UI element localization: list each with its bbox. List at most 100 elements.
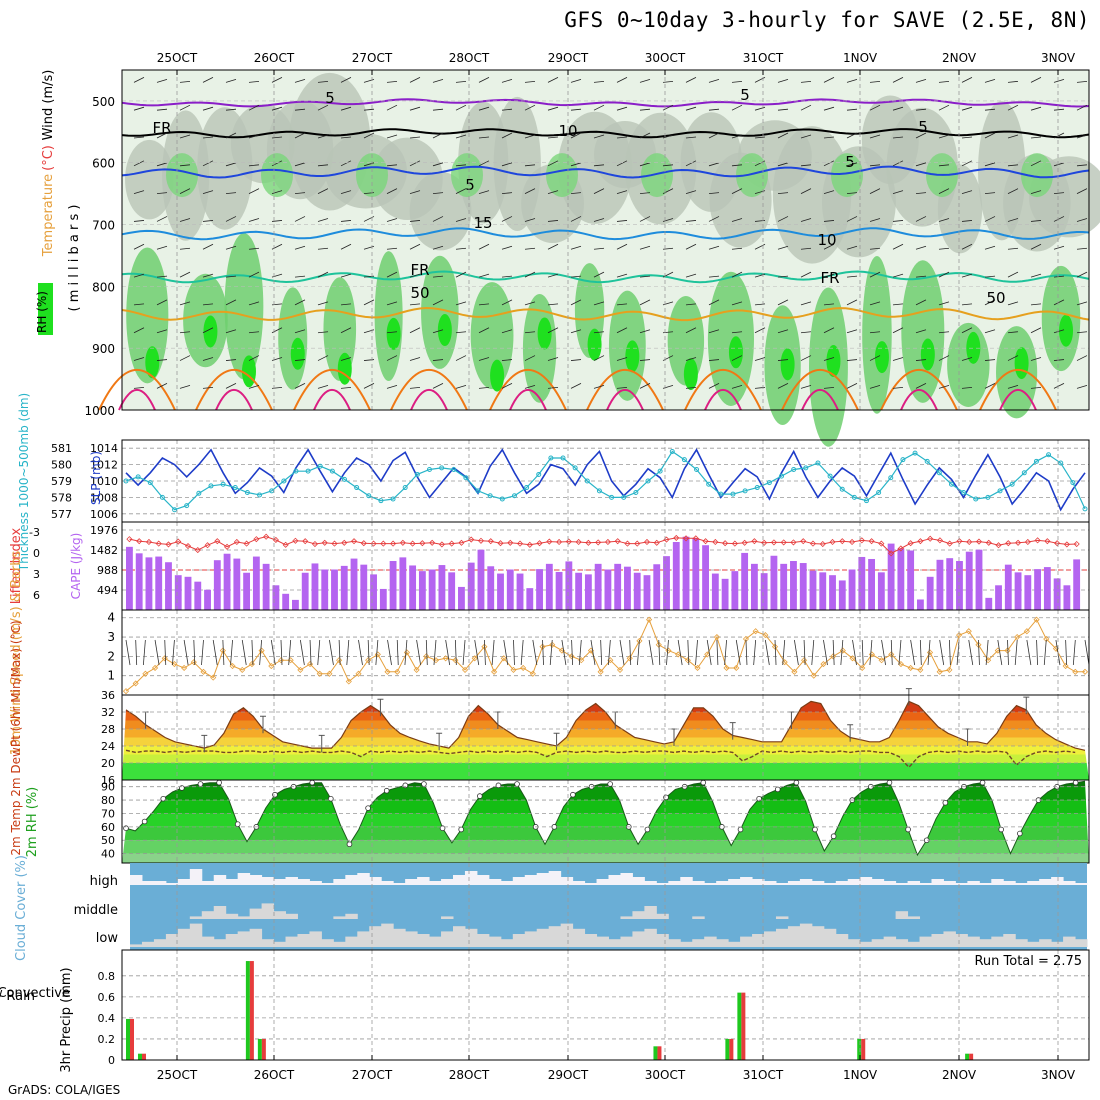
- li-point: [946, 540, 953, 547]
- cloud-cell-high: [560, 877, 574, 885]
- wind-barb: [225, 299, 237, 306]
- wind-barb: [846, 78, 858, 83]
- wind-barb: [156, 359, 168, 361]
- wind-barb: [317, 104, 329, 111]
- cape-bar: [936, 559, 944, 610]
- wind-barb: [961, 136, 973, 139]
- isotherm-30-arc: [704, 389, 742, 411]
- thick-tick-579: 579: [51, 475, 72, 488]
- thickness-point: [402, 485, 408, 491]
- li-point: [673, 534, 680, 542]
- wind-barb: [478, 386, 490, 389]
- surface-wind-barb: [251, 639, 254, 666]
- wind-barb: [915, 78, 927, 83]
- wind-barb: [777, 245, 789, 250]
- wind-barb: [1007, 355, 1019, 361]
- cloud-cell-high: [261, 877, 275, 885]
- wind-barb: [409, 273, 421, 278]
- cloud-cell-high: [656, 883, 669, 885]
- cloud-cell-high: [321, 883, 334, 885]
- contour-label: FR: [152, 119, 171, 137]
- date-top-30OCT: 30OCT: [645, 51, 686, 65]
- cloud-cell-low: [572, 928, 586, 947]
- cloud-cell-high: [584, 883, 598, 885]
- wind-barb: [1053, 108, 1065, 111]
- temp-band: [122, 712, 1089, 721]
- ylabel-cape: CAPE (J/kg): [69, 533, 83, 600]
- precip-bar-convective: [969, 1053, 974, 1060]
- wind-barb: [846, 162, 858, 167]
- wind-speed-point: [229, 662, 236, 670]
- li-line: [129, 536, 1077, 554]
- li-point: [741, 539, 748, 546]
- wind-barb: [294, 132, 306, 139]
- wind-speed-point: [810, 672, 817, 679]
- wind-barb: [179, 271, 191, 278]
- li-point: [604, 538, 611, 546]
- wind-barb: [156, 78, 168, 83]
- wind-barb: [869, 80, 881, 83]
- wind-barb: [662, 134, 674, 139]
- ylabel-rh2m: 2m RH (%): [25, 787, 40, 858]
- wind-barb: [432, 275, 444, 278]
- cape-bar: [584, 574, 592, 610]
- wind-barb: [593, 80, 605, 83]
- cape-tick-494: 494: [97, 584, 118, 597]
- cloud-cell-high: [596, 879, 609, 885]
- wind-speed-point: [578, 657, 585, 664]
- cloud-cell-high: [811, 881, 825, 885]
- wind-barb: [133, 106, 145, 111]
- wind-barb: [892, 136, 904, 139]
- cloud-cell-high: [297, 879, 310, 885]
- cape-bar: [497, 573, 504, 610]
- thickness-point: [463, 475, 469, 481]
- wind-barb: [455, 271, 467, 278]
- isotherm-20: [121, 306, 1090, 322]
- cloud-cell-high: [357, 873, 370, 885]
- wind-barb: [524, 271, 536, 278]
- surface-wind-barb: [125, 639, 131, 666]
- thickness-point: [135, 474, 141, 480]
- wind-barb: [892, 190, 904, 195]
- cape-bar: [887, 543, 895, 610]
- li-point: [136, 538, 143, 545]
- wind-speed-point: [461, 666, 469, 673]
- date-top-31OCT: 31OCT: [743, 51, 784, 65]
- wind-speed-point: [994, 647, 1001, 654]
- cape-bar: [848, 569, 856, 610]
- wind-barb: [984, 192, 996, 195]
- wind-barb: [133, 243, 145, 250]
- thickness-point: [718, 491, 724, 497]
- cloud-cell-low: [464, 928, 478, 947]
- wind-barb: [248, 271, 260, 278]
- wind-barb: [892, 386, 904, 389]
- isotherm-25-arc: [98, 368, 176, 411]
- wind-barb: [938, 218, 950, 222]
- precip-bar-total: [965, 1053, 970, 1060]
- cape-bar: [1053, 578, 1061, 610]
- wind-barb: [961, 190, 973, 195]
- wind-barb: [570, 162, 582, 167]
- isotherm-25-arc: [684, 368, 762, 411]
- li-point: [897, 545, 904, 552]
- isotherm-25-arc: [781, 368, 859, 411]
- thickness-point: [426, 467, 432, 473]
- rh-shade-green-upper: [546, 153, 578, 198]
- wind-barb: [294, 359, 306, 361]
- wind-barb: [1007, 384, 1019, 389]
- cape-bar: [526, 588, 534, 610]
- wind-speed-point: [694, 664, 701, 672]
- cape-bar: [399, 557, 407, 610]
- wind-speed-point: [791, 668, 798, 675]
- li-point: [370, 540, 377, 547]
- wind-barb: [501, 329, 513, 334]
- wind-barb: [915, 162, 927, 167]
- surface-wind-barb: [387, 639, 392, 666]
- rh-shade-bright: [587, 328, 602, 361]
- ylabel-wind-speed: 10m Wind Speed (m/s) & Barbs: [9, 550, 24, 755]
- slp-tick-1012: 1012: [90, 459, 118, 472]
- cloud-cell-high: [979, 883, 992, 885]
- cape-bar: [467, 562, 475, 610]
- cloud-cell-low: [321, 939, 334, 947]
- li-point: [1073, 540, 1080, 548]
